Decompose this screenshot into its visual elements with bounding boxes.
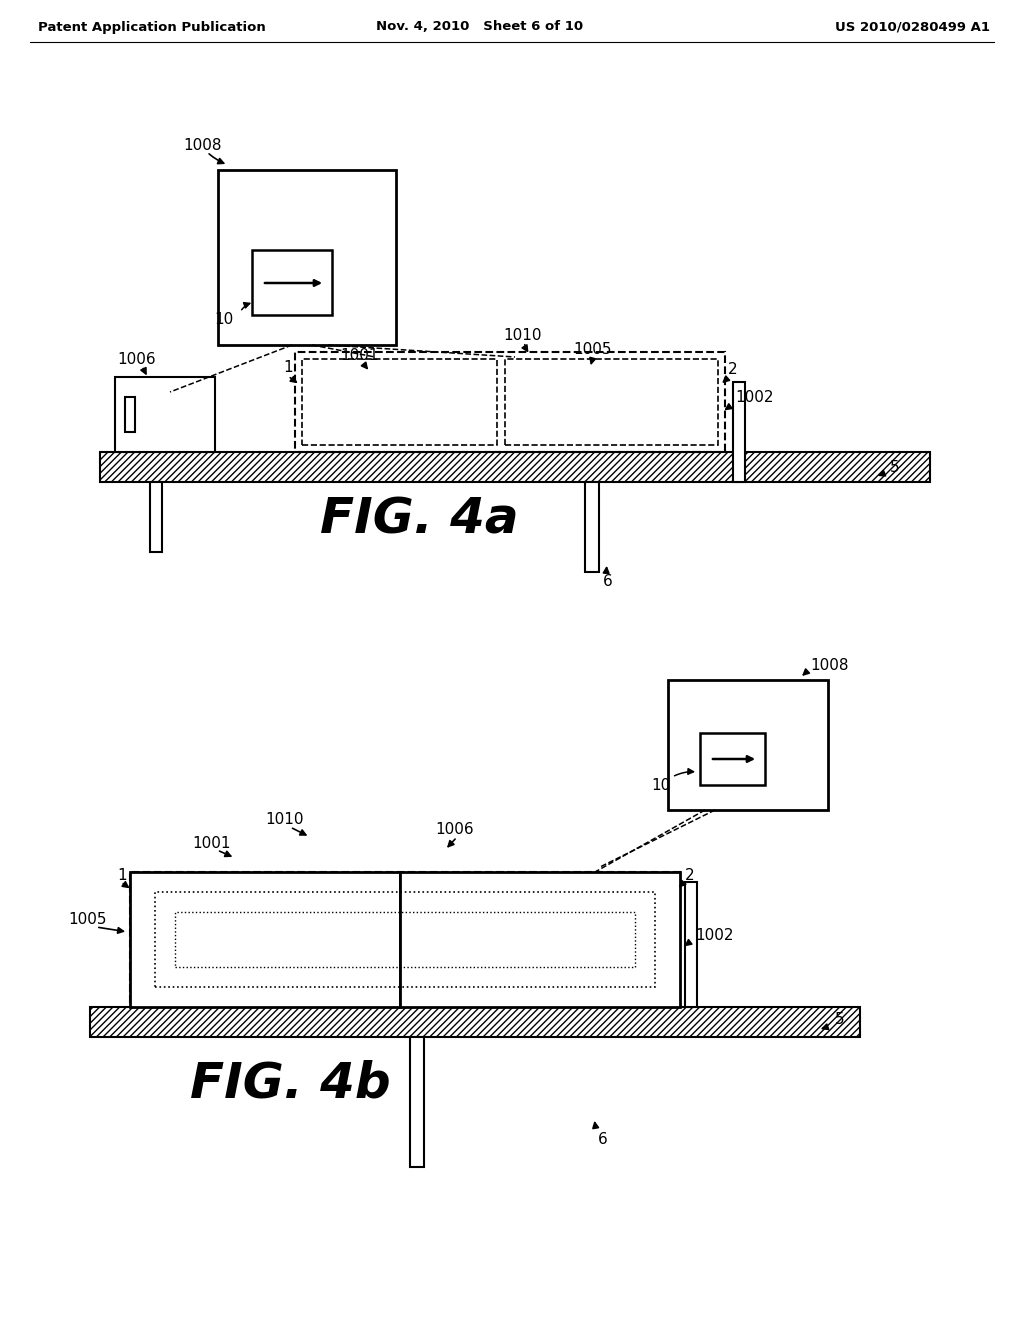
Bar	[175, 912, 635, 968]
Bar	[218, 170, 396, 345]
Bar	[90, 1007, 860, 1038]
Text: 1002: 1002	[735, 391, 773, 405]
Text: 1006: 1006	[117, 352, 156, 367]
Bar	[410, 1038, 424, 1167]
Text: 1005: 1005	[573, 342, 611, 358]
Text: 6: 6	[598, 1133, 608, 1147]
Text: 1: 1	[117, 867, 127, 883]
Bar	[302, 359, 497, 445]
Text: 1001: 1001	[193, 836, 230, 850]
Text: 5: 5	[890, 461, 900, 475]
Bar	[130, 873, 400, 1007]
Text: 10: 10	[214, 313, 233, 327]
Bar	[685, 882, 697, 1007]
Text: 1001: 1001	[340, 347, 379, 363]
Bar	[585, 482, 599, 572]
Bar	[295, 352, 725, 451]
Bar	[125, 397, 135, 432]
Text: 1008: 1008	[183, 137, 221, 153]
Text: 2: 2	[685, 867, 694, 883]
Bar	[252, 249, 332, 315]
Text: Patent Application Publication: Patent Application Publication	[38, 21, 266, 33]
Text: 1008: 1008	[810, 657, 849, 672]
Bar	[150, 482, 162, 552]
Bar	[700, 733, 765, 785]
Text: 6: 6	[603, 574, 612, 590]
Bar	[155, 892, 655, 987]
Bar	[130, 873, 680, 1007]
Bar	[733, 381, 745, 482]
Text: 1: 1	[283, 360, 293, 375]
Text: FIG. 4b: FIG. 4b	[190, 1059, 390, 1107]
Text: 1005: 1005	[68, 912, 106, 928]
Text: 1010: 1010	[265, 813, 303, 828]
Bar	[100, 451, 930, 482]
Text: Nov. 4, 2010   Sheet 6 of 10: Nov. 4, 2010 Sheet 6 of 10	[377, 21, 584, 33]
Bar	[668, 680, 828, 810]
Bar	[400, 873, 680, 1007]
Text: FIG. 4a: FIG. 4a	[319, 496, 518, 544]
Text: 1006: 1006	[435, 822, 474, 837]
Bar	[505, 359, 718, 445]
Text: 10: 10	[651, 777, 671, 792]
Text: 1002: 1002	[695, 928, 733, 942]
Text: 5: 5	[835, 1012, 845, 1027]
Text: 2: 2	[728, 363, 737, 378]
Text: 1010: 1010	[503, 327, 542, 342]
Text: US 2010/0280499 A1: US 2010/0280499 A1	[835, 21, 990, 33]
Bar	[115, 378, 215, 451]
